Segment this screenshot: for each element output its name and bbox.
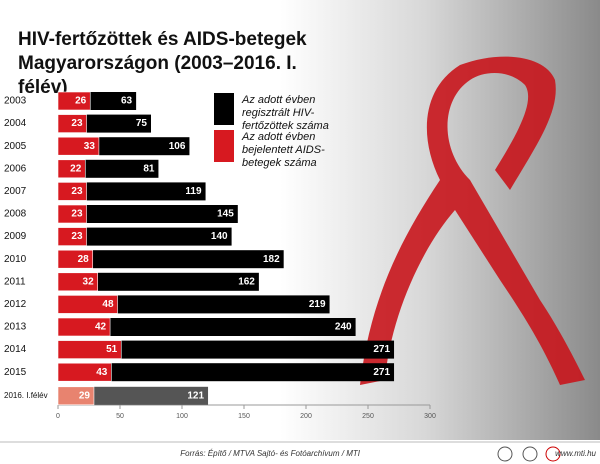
- y-tick-label: 2003: [4, 96, 27, 107]
- y-tick-label: 2009: [4, 231, 27, 242]
- x-tick-label: 50: [116, 413, 124, 420]
- value-label: 51: [106, 344, 118, 355]
- y-tick-label: 2016. I.félév: [4, 391, 48, 400]
- bar: [57, 272, 98, 292]
- value-label: 23: [71, 231, 83, 242]
- value-label: 219: [309, 299, 326, 310]
- value-label: 23: [71, 186, 83, 197]
- bar: [58, 363, 395, 382]
- bar: [58, 250, 284, 269]
- y-tick-label: 2006: [4, 163, 27, 174]
- value-label: 42: [95, 322, 107, 333]
- ribbon: [360, 56, 585, 385]
- chart-title: HIV-fertőzöttek és AIDS-betegek Magyarors…: [18, 29, 307, 98]
- value-label: 23: [71, 118, 83, 129]
- value-label: 240: [335, 322, 352, 333]
- y-tick-label: 2005: [4, 141, 27, 152]
- y-tick-label: 2013: [4, 322, 27, 333]
- value-label: 145: [217, 209, 234, 220]
- value-label: 119: [185, 186, 202, 197]
- value-label: 121: [187, 390, 204, 401]
- bar: [57, 227, 87, 246]
- y-tick-label: 2004: [4, 118, 27, 129]
- bar: [57, 249, 94, 269]
- y-tick-label: 2010: [4, 254, 27, 265]
- bar: [57, 182, 87, 201]
- bar: [58, 318, 356, 336]
- bar: [58, 182, 206, 201]
- bar: [58, 227, 232, 246]
- value-label: 28: [78, 254, 90, 265]
- x-tick-label: 300: [424, 413, 436, 420]
- value-label: 43: [96, 367, 108, 378]
- y-tick-label: 2011: [4, 276, 26, 287]
- value-label: 22: [70, 163, 82, 174]
- logo: [545, 446, 561, 462]
- value-label: 26: [75, 96, 87, 107]
- x-tick-label: 150: [238, 413, 250, 420]
- source: Forrás: Építő / MTVA Sajtó- és Fotóarchí…: [180, 449, 361, 458]
- legend-swatch: [214, 130, 234, 162]
- value-label: 140: [211, 231, 228, 242]
- y-tick-label: 2007: [4, 186, 27, 197]
- bar: [58, 386, 209, 405]
- value-label: 75: [136, 118, 148, 129]
- bar: [58, 205, 238, 223]
- logo: [522, 446, 538, 462]
- bar: [57, 295, 118, 314]
- bar: [57, 159, 86, 179]
- value-label: 32: [83, 276, 95, 287]
- bar: [57, 204, 87, 224]
- value-label: 29: [79, 390, 91, 401]
- value-label: 81: [143, 163, 155, 174]
- bar: [57, 386, 95, 406]
- value-label: 271: [373, 344, 390, 355]
- legend-swatch: [214, 93, 234, 125]
- legend-label: Az adott évben regisztrált HIV-fertőzött…: [242, 94, 329, 132]
- website: www.mti.hu: [555, 449, 596, 458]
- y-tick-label: 2014: [4, 344, 27, 355]
- bar: [57, 114, 87, 133]
- value-label: 162: [238, 276, 255, 287]
- x-tick-label: 250: [362, 413, 374, 420]
- x-tick-label: 200: [300, 413, 312, 420]
- bar: [58, 295, 330, 314]
- value-label: 48: [102, 299, 114, 310]
- bar: [57, 91, 91, 111]
- x-tick-label: 0: [56, 413, 60, 420]
- bar: [57, 136, 100, 156]
- bar: [58, 340, 395, 359]
- value-label: 106: [169, 141, 186, 152]
- x-tick-label: 100: [176, 413, 188, 420]
- y-tick-label: 2015: [4, 367, 27, 378]
- legend-label: Az adott évben bejelentett AIDS-betegek …: [242, 131, 325, 169]
- bar: [58, 272, 259, 291]
- logo: [497, 446, 513, 462]
- bar: [57, 340, 122, 359]
- bar: [57, 362, 112, 382]
- value-label: 63: [121, 96, 133, 107]
- value-label: 33: [84, 141, 96, 152]
- value-label: 23: [71, 209, 83, 220]
- y-tick-label: 2008: [4, 209, 27, 220]
- bar: [57, 317, 111, 337]
- value-label: 182: [263, 254, 280, 265]
- y-tick-label: 2012: [4, 299, 27, 310]
- value-label: 271: [373, 367, 390, 378]
